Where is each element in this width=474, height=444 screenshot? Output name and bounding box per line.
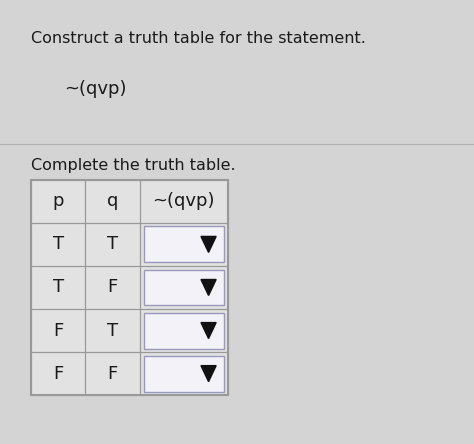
Text: T: T <box>107 235 118 254</box>
Bar <box>144 356 224 392</box>
Text: F: F <box>108 278 118 297</box>
Text: F: F <box>53 321 63 340</box>
Text: q: q <box>107 192 118 210</box>
Bar <box>144 313 224 349</box>
Text: T: T <box>53 278 64 297</box>
Text: ~(qvp): ~(qvp) <box>153 192 215 210</box>
Bar <box>31 352 85 395</box>
Bar <box>85 223 140 266</box>
Polygon shape <box>201 280 216 296</box>
Text: p: p <box>52 192 64 210</box>
Bar <box>31 309 85 352</box>
Polygon shape <box>201 236 216 252</box>
Bar <box>31 266 85 309</box>
Bar <box>140 266 228 309</box>
Bar <box>85 309 140 352</box>
Bar <box>31 180 228 395</box>
Text: T: T <box>107 321 118 340</box>
Polygon shape <box>201 366 216 382</box>
Bar <box>140 309 228 352</box>
Bar <box>85 352 140 395</box>
Bar <box>140 223 228 266</box>
Text: Construct a truth table for the statement.: Construct a truth table for the statemen… <box>31 31 365 46</box>
Bar <box>31 180 85 223</box>
Bar <box>85 266 140 309</box>
Bar <box>85 180 140 223</box>
Bar <box>144 270 224 305</box>
Text: F: F <box>53 365 63 383</box>
Bar <box>140 352 228 395</box>
Text: ~(qvp): ~(qvp) <box>64 80 127 98</box>
Text: F: F <box>108 365 118 383</box>
Bar <box>31 223 85 266</box>
Bar <box>144 226 224 262</box>
Text: T: T <box>53 235 64 254</box>
Bar <box>140 180 228 223</box>
Polygon shape <box>201 322 216 339</box>
Text: Complete the truth table.: Complete the truth table. <box>31 158 236 173</box>
